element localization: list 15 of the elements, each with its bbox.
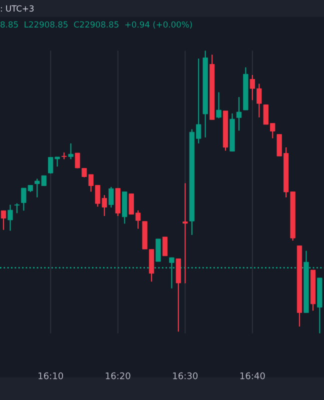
candlestick (162, 236, 168, 256)
candlestick (216, 92, 222, 119)
candlestick (236, 96, 242, 132)
candlestick (68, 142, 74, 160)
text: : UTC+3 (0, 5, 34, 12)
candlestick (0, 210, 6, 230)
candlestick (108, 186, 114, 208)
x-tick-label: 16:20 (106, 372, 130, 380)
candlestick (8, 204, 13, 232)
x-tick-label: 16:40 (240, 372, 265, 380)
candlestick (156, 238, 161, 262)
x-tick-label: 16:10 (38, 372, 64, 380)
x-tick-label: 16:30 (173, 372, 198, 380)
candlestick (14, 202, 20, 214)
text: 8.85 L22908.85 C22908.85 +0.94 (+0.00%) (0, 21, 192, 29)
